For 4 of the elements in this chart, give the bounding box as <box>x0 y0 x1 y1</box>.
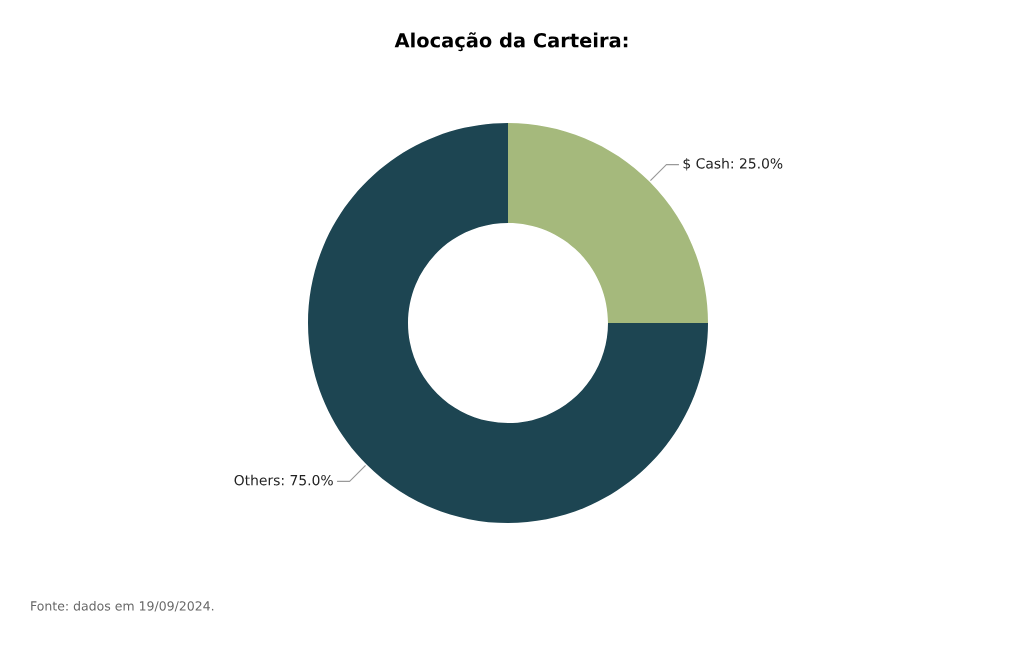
slice-label: Others: 75.0% <box>234 474 333 486</box>
source-note: Fonte: dados em 19/09/2024. <box>31 600 214 612</box>
slice-label: $ Cash: 25.0% <box>683 157 783 171</box>
chart-title: Alocação da Carteira: <box>394 32 628 52</box>
